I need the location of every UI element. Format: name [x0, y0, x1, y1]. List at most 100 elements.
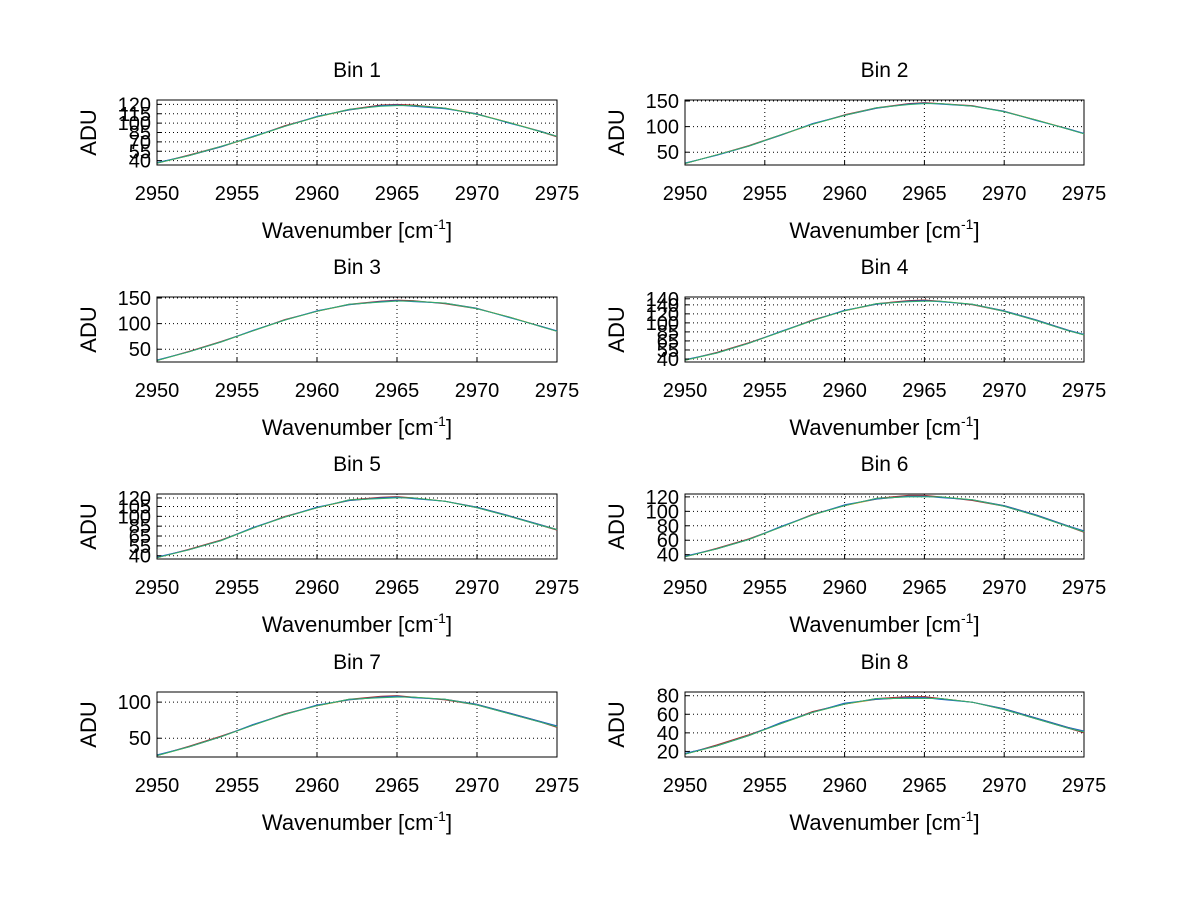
x-tick-label: 2965	[375, 577, 420, 599]
y-tick-label: 65	[129, 526, 151, 548]
x-tick-label: 2975	[1062, 183, 1107, 205]
x-axis-label-exponent: -1	[434, 808, 447, 824]
x-axis-label-main: Wavenumber [cm	[262, 810, 434, 835]
x-axis-label-exponent: -1	[434, 610, 447, 626]
axes-box	[156, 296, 558, 363]
axes-box	[684, 691, 1085, 758]
x-tick-label: 2970	[982, 183, 1027, 205]
y-tick-label: 80	[657, 686, 679, 708]
x-axis-label: Wavenumber [cm-1]	[262, 413, 452, 440]
series-line-4	[684, 300, 1085, 361]
x-tick-label: 2960	[822, 380, 867, 402]
x-axis-label-close: ]	[973, 612, 979, 637]
x-axis-label-exponent: -1	[434, 413, 447, 429]
series-line-4	[156, 105, 558, 164]
y-tick-label: 120	[646, 487, 679, 509]
y-axis-label: ADU	[76, 503, 101, 549]
y-tick-label: 60	[657, 530, 679, 552]
x-tick-label: 2965	[375, 775, 420, 797]
x-tick-label: 2960	[295, 775, 340, 797]
x-tick-label: 2975	[535, 775, 580, 797]
panel-title: Bin 4	[861, 256, 909, 279]
y-tick-label: 120	[646, 304, 679, 326]
y-tick-label: 150	[118, 288, 151, 310]
series-line-4	[684, 496, 1085, 558]
y-tick-label: 120	[118, 488, 151, 510]
x-tick-label: 2965	[902, 775, 947, 797]
x-axis-label-main: Wavenumber [cm	[262, 415, 434, 440]
y-tick-label: 100	[118, 314, 151, 336]
y-tick-label: 40	[129, 151, 151, 173]
x-axis-label: Wavenumber [cm-1]	[262, 610, 452, 637]
x-axis-label-exponent: -1	[961, 610, 974, 626]
x-tick-label: 2950	[135, 183, 180, 205]
y-tick-label: 80	[657, 516, 679, 538]
panels: 2950 2955 2960 2965 2970 29754055708510011512…	[76, 59, 1106, 835]
y-tick-label: 140	[646, 295, 679, 317]
x-tick-label: 2955	[215, 380, 260, 402]
series-line-4	[156, 696, 558, 757]
y-axis-label: ADU	[604, 109, 629, 155]
x-axis-label: Wavenumber [cm-1]	[789, 216, 979, 243]
x-axis-label-main: Wavenumber [cm	[789, 810, 961, 835]
x-axis-label: Wavenumber [cm-1]	[262, 808, 452, 835]
x-tick-label: 2960	[295, 577, 340, 599]
x-axis-label: Wavenumber [cm-1]	[789, 808, 979, 835]
panel-title: Bin 8	[861, 651, 909, 674]
y-axis-label: ADU	[604, 701, 629, 747]
y-tick-label: 50	[129, 339, 151, 361]
y-tick-label: 55	[657, 340, 679, 362]
x-axis-label-main: Wavenumber [cm	[789, 218, 961, 243]
y-tick-label: 60	[657, 704, 679, 726]
y-tick-label: 40	[657, 723, 679, 745]
x-tick-label: 2950	[663, 380, 708, 402]
x-tick-label: 2970	[455, 380, 500, 402]
x-tick-label: 2955	[743, 775, 788, 797]
axes-box	[684, 99, 1085, 166]
x-tick-label: 2965	[902, 577, 947, 599]
x-tick-label: 2955	[215, 577, 260, 599]
y-tick-label: 85	[129, 123, 151, 145]
y-tick-label: 40	[129, 546, 151, 568]
x-tick-label: 2970	[982, 775, 1027, 797]
y-tick-label: 100	[646, 117, 679, 139]
y-tick-label: 40	[657, 545, 679, 567]
y-tick-label: 55	[129, 536, 151, 558]
x-tick-label: 2960	[295, 183, 340, 205]
x-tick-label: 2950	[663, 183, 708, 205]
panel-title: Bin 5	[333, 453, 381, 476]
panel-bin-3: 2950 2955 2960 2965 2970 2975 50 100 150 Bin 3 Wav…	[76, 256, 579, 440]
x-tick-label: 2950	[135, 775, 180, 797]
x-tick-label: 2955	[743, 183, 788, 205]
x-tick-label: 2950	[135, 577, 180, 599]
y-tick-label: 100	[118, 692, 151, 714]
x-tick-label: 2965	[902, 380, 947, 402]
y-tick-label: 150	[646, 91, 679, 113]
x-tick-label: 2970	[455, 577, 500, 599]
axes-box	[684, 493, 1085, 560]
y-tick-label: 55	[129, 141, 151, 163]
x-axis-label-main: Wavenumber [cm	[262, 612, 434, 637]
x-axis-label-exponent: -1	[961, 216, 974, 232]
x-axis-label-close: ]	[446, 415, 452, 440]
x-axis-label-main: Wavenumber [cm	[789, 612, 961, 637]
x-tick-label: 2950	[663, 577, 708, 599]
x-tick-label: 2960	[822, 775, 867, 797]
x-tick-label: 2960	[822, 577, 867, 599]
x-axis-label-close: ]	[446, 218, 452, 243]
panel-bin-7: 2950 2955 2960 2965 2970 2975 50 100 Bin 7 Wavenu…	[76, 651, 579, 835]
panel-bin-5: 2950 2955 2960 2965 2970 2975 4055658510010512…	[76, 453, 579, 637]
x-tick-label: 2975	[1062, 380, 1107, 402]
panel-bin-4: 2950 2955 2960 2965 2970 2975 4055658510012014…	[604, 256, 1106, 440]
y-tick-label: 20	[657, 741, 679, 763]
x-tick-label: 2975	[1062, 577, 1107, 599]
panel-title: Bin 7	[333, 651, 381, 674]
x-tick-label: 2960	[295, 380, 340, 402]
y-axis-label: ADU	[76, 306, 101, 352]
y-tick-label: 85	[129, 516, 151, 538]
y-axis-label: ADU	[604, 503, 629, 549]
x-tick-label: 2965	[902, 183, 947, 205]
